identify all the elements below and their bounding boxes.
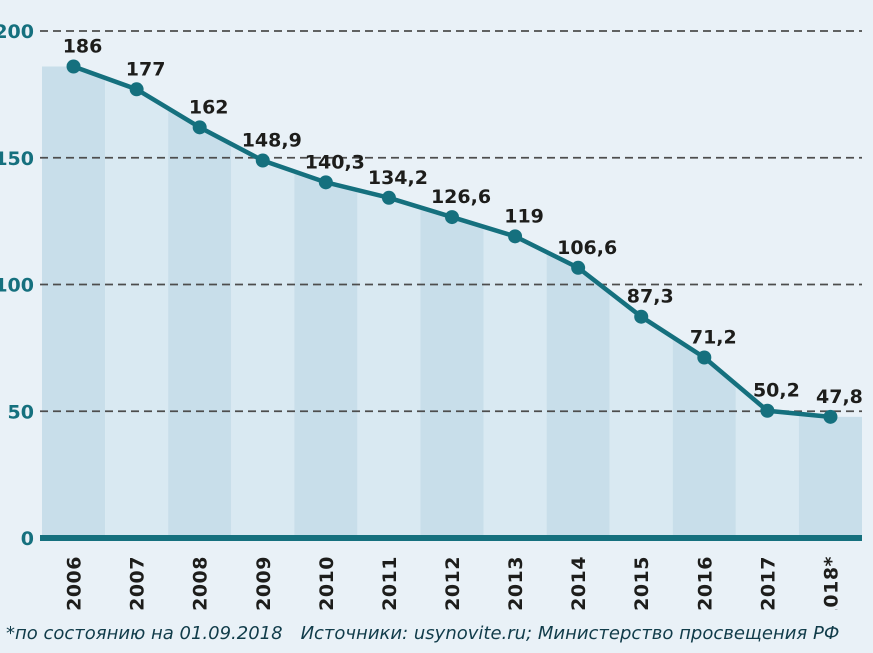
area-stripe	[294, 66, 358, 538]
y-axis-label: 200	[0, 21, 34, 43]
data-point	[823, 409, 838, 424]
data-point	[634, 309, 649, 324]
x-axis-label: 2017	[757, 556, 779, 610]
value-label: 162	[189, 96, 229, 118]
x-axis-label: 2008	[190, 556, 212, 610]
value-label: 119	[504, 205, 544, 227]
footnote-date: *по состоянию на 01.09.2018	[6, 623, 283, 644]
value-label: 87,3	[627, 286, 674, 308]
data-point	[508, 229, 523, 244]
area-stripe	[357, 66, 421, 538]
x-axis-label: 2015	[631, 556, 653, 610]
value-label: 126,6	[431, 186, 491, 208]
value-label: 50,2	[753, 380, 800, 402]
area-stripe	[168, 66, 232, 538]
value-label: 134,2	[368, 167, 428, 189]
y-axis-label: 150	[0, 148, 34, 170]
data-point	[255, 153, 270, 168]
area-stripe	[672, 66, 736, 538]
value-label: 177	[126, 58, 166, 80]
area-stripe	[42, 66, 106, 538]
x-axis-label: 2007	[127, 556, 149, 610]
data-point	[760, 403, 775, 418]
data-point	[445, 210, 459, 225]
value-label: 186	[63, 35, 103, 57]
data-point	[66, 59, 81, 74]
area-stripe	[735, 66, 799, 538]
data-point	[571, 260, 586, 275]
value-label: 106,6	[557, 237, 617, 259]
data-point	[129, 82, 144, 97]
value-label: 71,2	[690, 327, 737, 349]
area-fill	[42, 66, 862, 538]
footnote-sources: Источники: usynovite.ru; Министерство пр…	[300, 623, 840, 644]
x-axis-label: 2011	[379, 556, 401, 610]
x-axis-label: 2009	[253, 556, 275, 610]
area-stripe	[798, 66, 862, 538]
data-point	[192, 120, 207, 135]
area-stripe	[420, 66, 484, 538]
area-stripe	[105, 66, 169, 538]
value-label: 47,8	[816, 386, 863, 408]
x-axis-label: 2014	[568, 556, 590, 610]
x-axis-label: 2016	[694, 556, 716, 610]
data-point	[697, 350, 712, 365]
x-axis-label: 2006	[64, 556, 86, 610]
value-label: 148,9	[242, 130, 302, 152]
y-axis-label: 50	[8, 401, 34, 423]
x-axis-label: 2010	[316, 556, 338, 610]
y-axis-label: 100	[0, 275, 34, 297]
chart-footnote: *по состоянию на 01.09.2018 Источники: us…	[6, 623, 839, 644]
data-point	[318, 175, 333, 190]
area-stripe	[231, 66, 295, 538]
y-axis-label: 0	[21, 528, 34, 550]
x-axis-label: 2013	[505, 556, 527, 610]
data-point	[381, 190, 396, 205]
area-stripe	[609, 66, 673, 538]
area-stripe	[483, 66, 547, 538]
x-axis-label: 2018*	[820, 556, 842, 610]
value-label: 140,3	[305, 151, 365, 173]
x-axis-label: 2012	[442, 556, 464, 610]
